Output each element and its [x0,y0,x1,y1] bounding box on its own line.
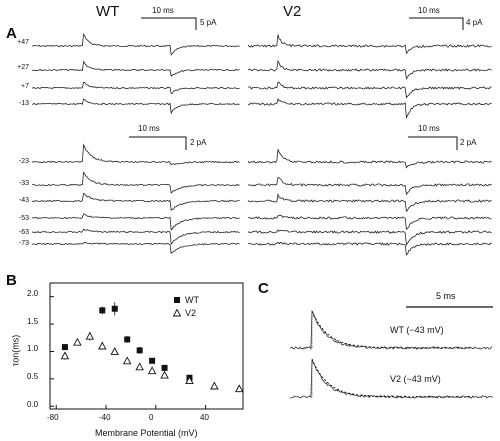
voltage-label: +47 [17,39,29,46]
current-trace [31,192,240,211]
current-trace [247,229,492,246]
current-trace [31,81,240,94]
scale-time-label: 10 ms [138,124,160,133]
scale-current-label: 4 pA [466,18,483,27]
legend-v2-marker [172,308,182,317]
current-trace [247,214,492,230]
y-tick-label: 1.5 [27,317,39,326]
data-point-v2 [85,331,95,340]
data-point-v2 [73,337,82,346]
voltage-label: +7 [21,83,29,90]
legend-wt-marker [174,297,180,303]
scale-bar [141,17,197,30]
panel-a-letter: A [6,25,17,42]
current-trace [247,98,492,120]
data-point-wt [124,336,131,343]
fit-curve [311,358,470,398]
plot-frame [49,282,244,410]
current-trace [247,81,492,99]
data-point-wt [61,344,68,351]
y-tick-label: 0.5 [27,372,39,381]
voltage-label: +27 [17,64,29,71]
data-point-wt [136,347,143,354]
scale-time-label: 10 ms [418,124,440,133]
data-point-v2 [147,366,157,375]
wt-title: WT [96,3,120,20]
voltage-label: -33 [18,180,29,187]
current-trace [31,60,240,78]
data-point-wt [111,305,118,312]
data-point-v2 [160,370,169,379]
scale-current-label: 2 pA [460,138,477,147]
y-tick-label: 1.0 [27,344,39,353]
voltage-label: -53 [18,215,29,222]
voltage-label: -43 [18,197,29,204]
y-tick-label: 0.0 [27,400,39,409]
scale-current-label: 5 pA [200,18,217,27]
x-tick-label: -80 [47,413,59,422]
scale-current-label: 2 pA [190,138,207,147]
current-trace [31,98,240,115]
scale-bar [129,136,187,150]
x-axis-title: Membrane Potential (mV) [95,428,198,438]
data-point-v2 [210,381,219,390]
current-trace [289,360,493,399]
panel-c-letter: C [258,280,269,297]
current-trace [31,213,240,231]
current-trace [31,228,240,245]
legend-v2-label: V2 [185,308,197,318]
current-trace [31,143,240,166]
current-trace [31,171,240,194]
v2-title: V2 [283,3,302,20]
data-point-v2 [98,341,107,350]
current-trace [247,149,492,169]
wt-trace-label: WT (−43 mV) [390,325,444,335]
voltage-label: -23 [18,158,29,165]
data-point-v2 [60,351,70,360]
current-trace [248,241,492,256]
scale-time-label: 5 ms [436,291,456,301]
scale-time-label: 10 ms [418,6,440,15]
current-trace [247,34,492,55]
scale-bar [409,17,464,30]
current-trace [31,33,240,56]
current-trace [247,192,492,213]
data-point-wt [149,357,156,364]
data-point-v2 [135,362,144,371]
current-trace [247,176,492,196]
data-point-wt [99,307,106,314]
x-tick-label: 0 [149,413,154,422]
voltage-label: -73 [18,240,29,247]
data-point-wt [161,364,168,371]
data-point-v2 [110,347,120,355]
v2-trace-label: V2 (−43 mV) [390,374,441,384]
voltage-label: -13 [18,100,29,107]
data-point-v2 [122,356,132,365]
current-trace [247,59,492,80]
scale-time-label: 10 ms [152,6,174,15]
legend-wt-label: WT [185,295,199,305]
x-tick-label: 40 [200,413,209,422]
x-tick-label: -40 [99,413,111,422]
data-point-v2 [235,384,244,393]
scale-bar [408,136,458,150]
current-trace [31,241,240,255]
voltage-label: -63 [18,229,29,236]
fit-curve [311,310,470,349]
current-trace [289,310,493,351]
y-axis-title: τon(ms) [10,334,21,367]
panel-b-letter: B [6,272,17,289]
y-tick-label: 2.0 [27,289,39,298]
data-point-v2 [185,376,194,384]
